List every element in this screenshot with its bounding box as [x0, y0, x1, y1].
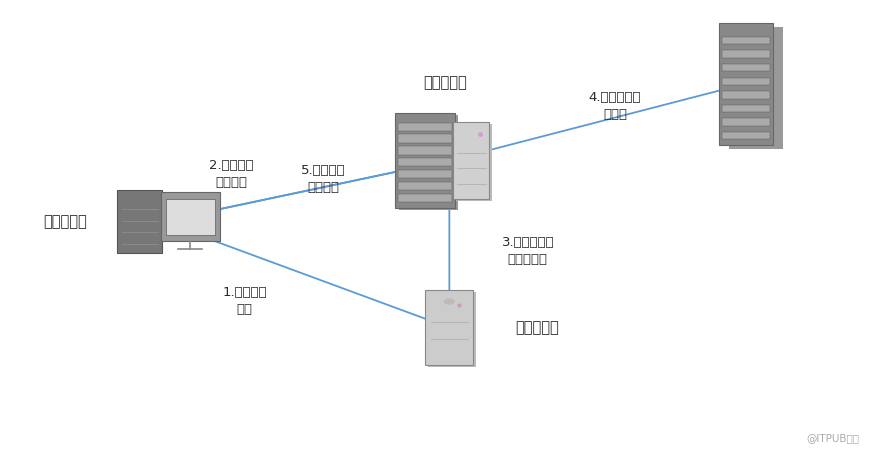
Text: 3.数据发送到
备份服务器: 3.数据发送到 备份服务器 [502, 236, 554, 266]
FancyBboxPatch shape [722, 64, 770, 71]
FancyBboxPatch shape [722, 77, 770, 85]
FancyBboxPatch shape [722, 132, 770, 139]
Text: 主控服务器: 主控服务器 [44, 214, 87, 229]
FancyBboxPatch shape [719, 23, 773, 145]
Circle shape [445, 299, 454, 304]
Text: 4.数据写入备
份存储: 4.数据写入备 份存储 [589, 91, 642, 121]
FancyBboxPatch shape [166, 199, 214, 235]
FancyBboxPatch shape [722, 91, 770, 99]
FancyBboxPatch shape [398, 123, 452, 131]
Text: 2.调度加载
备份存储: 2.调度加载 备份存储 [209, 159, 254, 189]
Text: 备份客户端: 备份客户端 [514, 320, 559, 335]
FancyBboxPatch shape [453, 122, 490, 199]
FancyBboxPatch shape [456, 124, 492, 201]
Text: @ITPUB博客: @ITPUB博客 [806, 433, 860, 443]
FancyBboxPatch shape [161, 192, 220, 242]
FancyBboxPatch shape [395, 113, 455, 208]
FancyBboxPatch shape [398, 194, 452, 202]
FancyBboxPatch shape [428, 292, 476, 366]
FancyBboxPatch shape [398, 146, 452, 154]
FancyBboxPatch shape [398, 170, 452, 178]
FancyBboxPatch shape [399, 115, 458, 210]
FancyBboxPatch shape [729, 27, 783, 149]
FancyBboxPatch shape [425, 290, 473, 365]
FancyBboxPatch shape [722, 118, 770, 126]
FancyBboxPatch shape [722, 105, 770, 112]
Text: 备份服务器: 备份服务器 [423, 76, 467, 90]
Text: 1.备份作业
发起: 1.备份作业 发起 [222, 285, 267, 315]
FancyBboxPatch shape [722, 50, 770, 58]
FancyBboxPatch shape [398, 135, 452, 143]
FancyBboxPatch shape [398, 158, 452, 166]
FancyBboxPatch shape [722, 37, 770, 44]
FancyBboxPatch shape [117, 190, 162, 253]
FancyBboxPatch shape [398, 182, 452, 190]
Text: 5.数据备份
信息更新: 5.数据备份 信息更新 [301, 164, 345, 194]
